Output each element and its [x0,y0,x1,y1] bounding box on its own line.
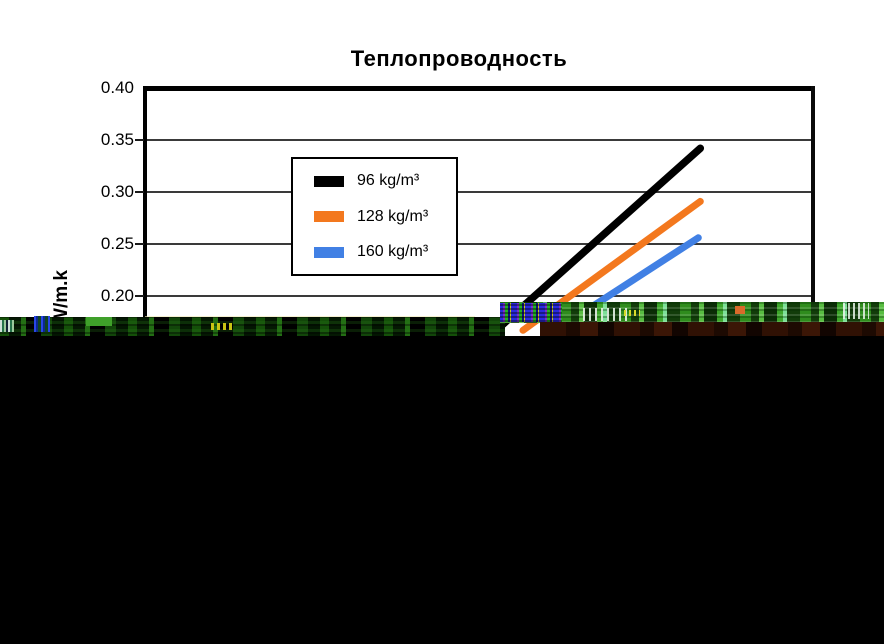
gridline-0.20 [146,295,812,297]
legend-label-160: 160 kg/m³ [357,243,429,260]
corruption-speck [86,317,112,326]
y-tick-mark [135,295,144,297]
y-tick-label: 0.40 [100,78,134,97]
legend-label-128: 128 kg/m³ [357,207,429,225]
gridline-0.30 [146,191,812,193]
corruption-maroon-strip [540,322,884,337]
corruption-speck [0,320,14,332]
plot-top-border [143,86,815,91]
corruption-noise-patch [500,303,562,322]
y-tick-label: 0.25 [100,234,134,253]
legend: 96 kg/m³ 128 kg/m³ 160 kg/m³ [291,157,458,276]
corruption-speck [211,323,233,330]
legend-item-160: 160 kg/m³ [314,243,448,261]
y-tick-label: 0.20 [100,286,134,305]
corruption-speck [34,316,50,332]
corruption-speck [843,303,869,319]
legend-swatch-96 [314,175,344,187]
corruption-speck [735,306,745,314]
y-tick-label: 0.30 [100,182,134,201]
y-tick-mark [135,139,144,141]
corruption-blackout [0,336,884,644]
corruption-speck [624,310,640,316]
gridline-0.35 [146,139,812,141]
y-tick-mark [135,191,144,193]
y-axis-line [143,86,147,322]
legend-item-128: 128 kg/m³ [314,208,448,226]
legend-swatch-128 [314,211,344,222]
y-tick-mark [135,243,144,245]
legend-item-96: 96 kg/m³ [314,172,448,190]
corruption-noise-left [0,317,505,337]
plot-right-border [811,86,815,318]
legend-label-96: 96 kg/m³ [357,172,420,189]
chart-title: Теплопроводность [350,46,568,71]
legend-swatch-160 [314,246,344,258]
gridline-0.25 [146,243,812,245]
y-tick-label: 0.35 [100,130,134,149]
